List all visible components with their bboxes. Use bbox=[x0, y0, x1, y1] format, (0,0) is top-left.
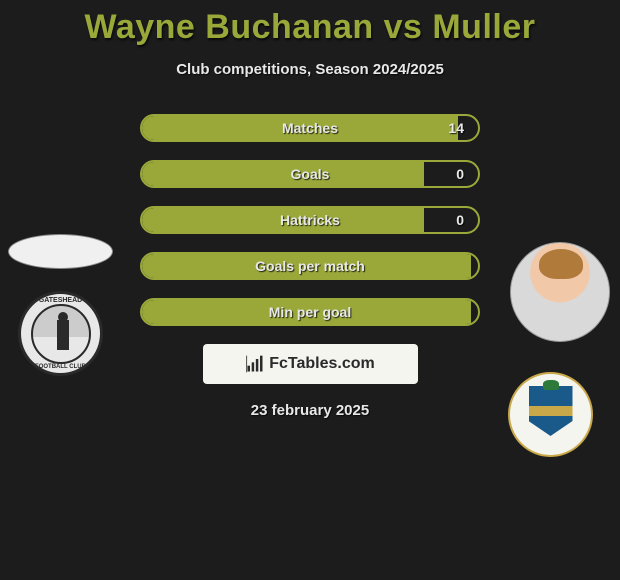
badge-text-top: GATESHEAD bbox=[21, 297, 100, 304]
right-column bbox=[510, 242, 610, 457]
club-badge-left: GATESHEAD FOOTBALL CLUB bbox=[18, 291, 103, 376]
watermark-text: FcTables.com bbox=[269, 355, 375, 373]
comparison-content: GATESHEAD FOOTBALL CLUB Matches 14 Goals… bbox=[0, 114, 620, 419]
left-column: GATESHEAD FOOTBALL CLUB bbox=[8, 234, 113, 376]
stat-row-goals-per-match: Goals per match bbox=[140, 252, 480, 280]
subtitle: Club competitions, Season 2024/2025 bbox=[0, 61, 620, 78]
page-title: Wayne Buchanan vs Muller bbox=[0, 0, 620, 47]
bar-label: Goals per match bbox=[255, 258, 365, 274]
bar-label: Matches bbox=[282, 120, 338, 136]
stat-row-goals: Goals 0 bbox=[140, 160, 480, 188]
club-badge-right bbox=[508, 372, 593, 457]
bar-value: 0 bbox=[456, 212, 464, 228]
stat-row-matches: Matches 14 bbox=[140, 114, 480, 142]
player-photo-right bbox=[510, 242, 610, 342]
chart-icon bbox=[245, 354, 265, 374]
bar-value: 0 bbox=[456, 166, 464, 182]
badge-text-bottom: FOOTBALL CLUB bbox=[21, 364, 100, 370]
bar-label: Hattricks bbox=[280, 212, 340, 228]
stats-bars: Matches 14 Goals 0 Hattricks 0 Goals per… bbox=[140, 114, 480, 326]
bar-label: Goals bbox=[291, 166, 330, 182]
watermark: FcTables.com bbox=[203, 344, 418, 384]
bar-fill bbox=[142, 162, 424, 186]
bar-label: Min per goal bbox=[269, 304, 351, 320]
stat-row-hattricks: Hattricks 0 bbox=[140, 206, 480, 234]
stat-row-min-per-goal: Min per goal bbox=[140, 298, 480, 326]
player-photo-left bbox=[8, 234, 113, 269]
bar-value: 14 bbox=[448, 120, 464, 136]
